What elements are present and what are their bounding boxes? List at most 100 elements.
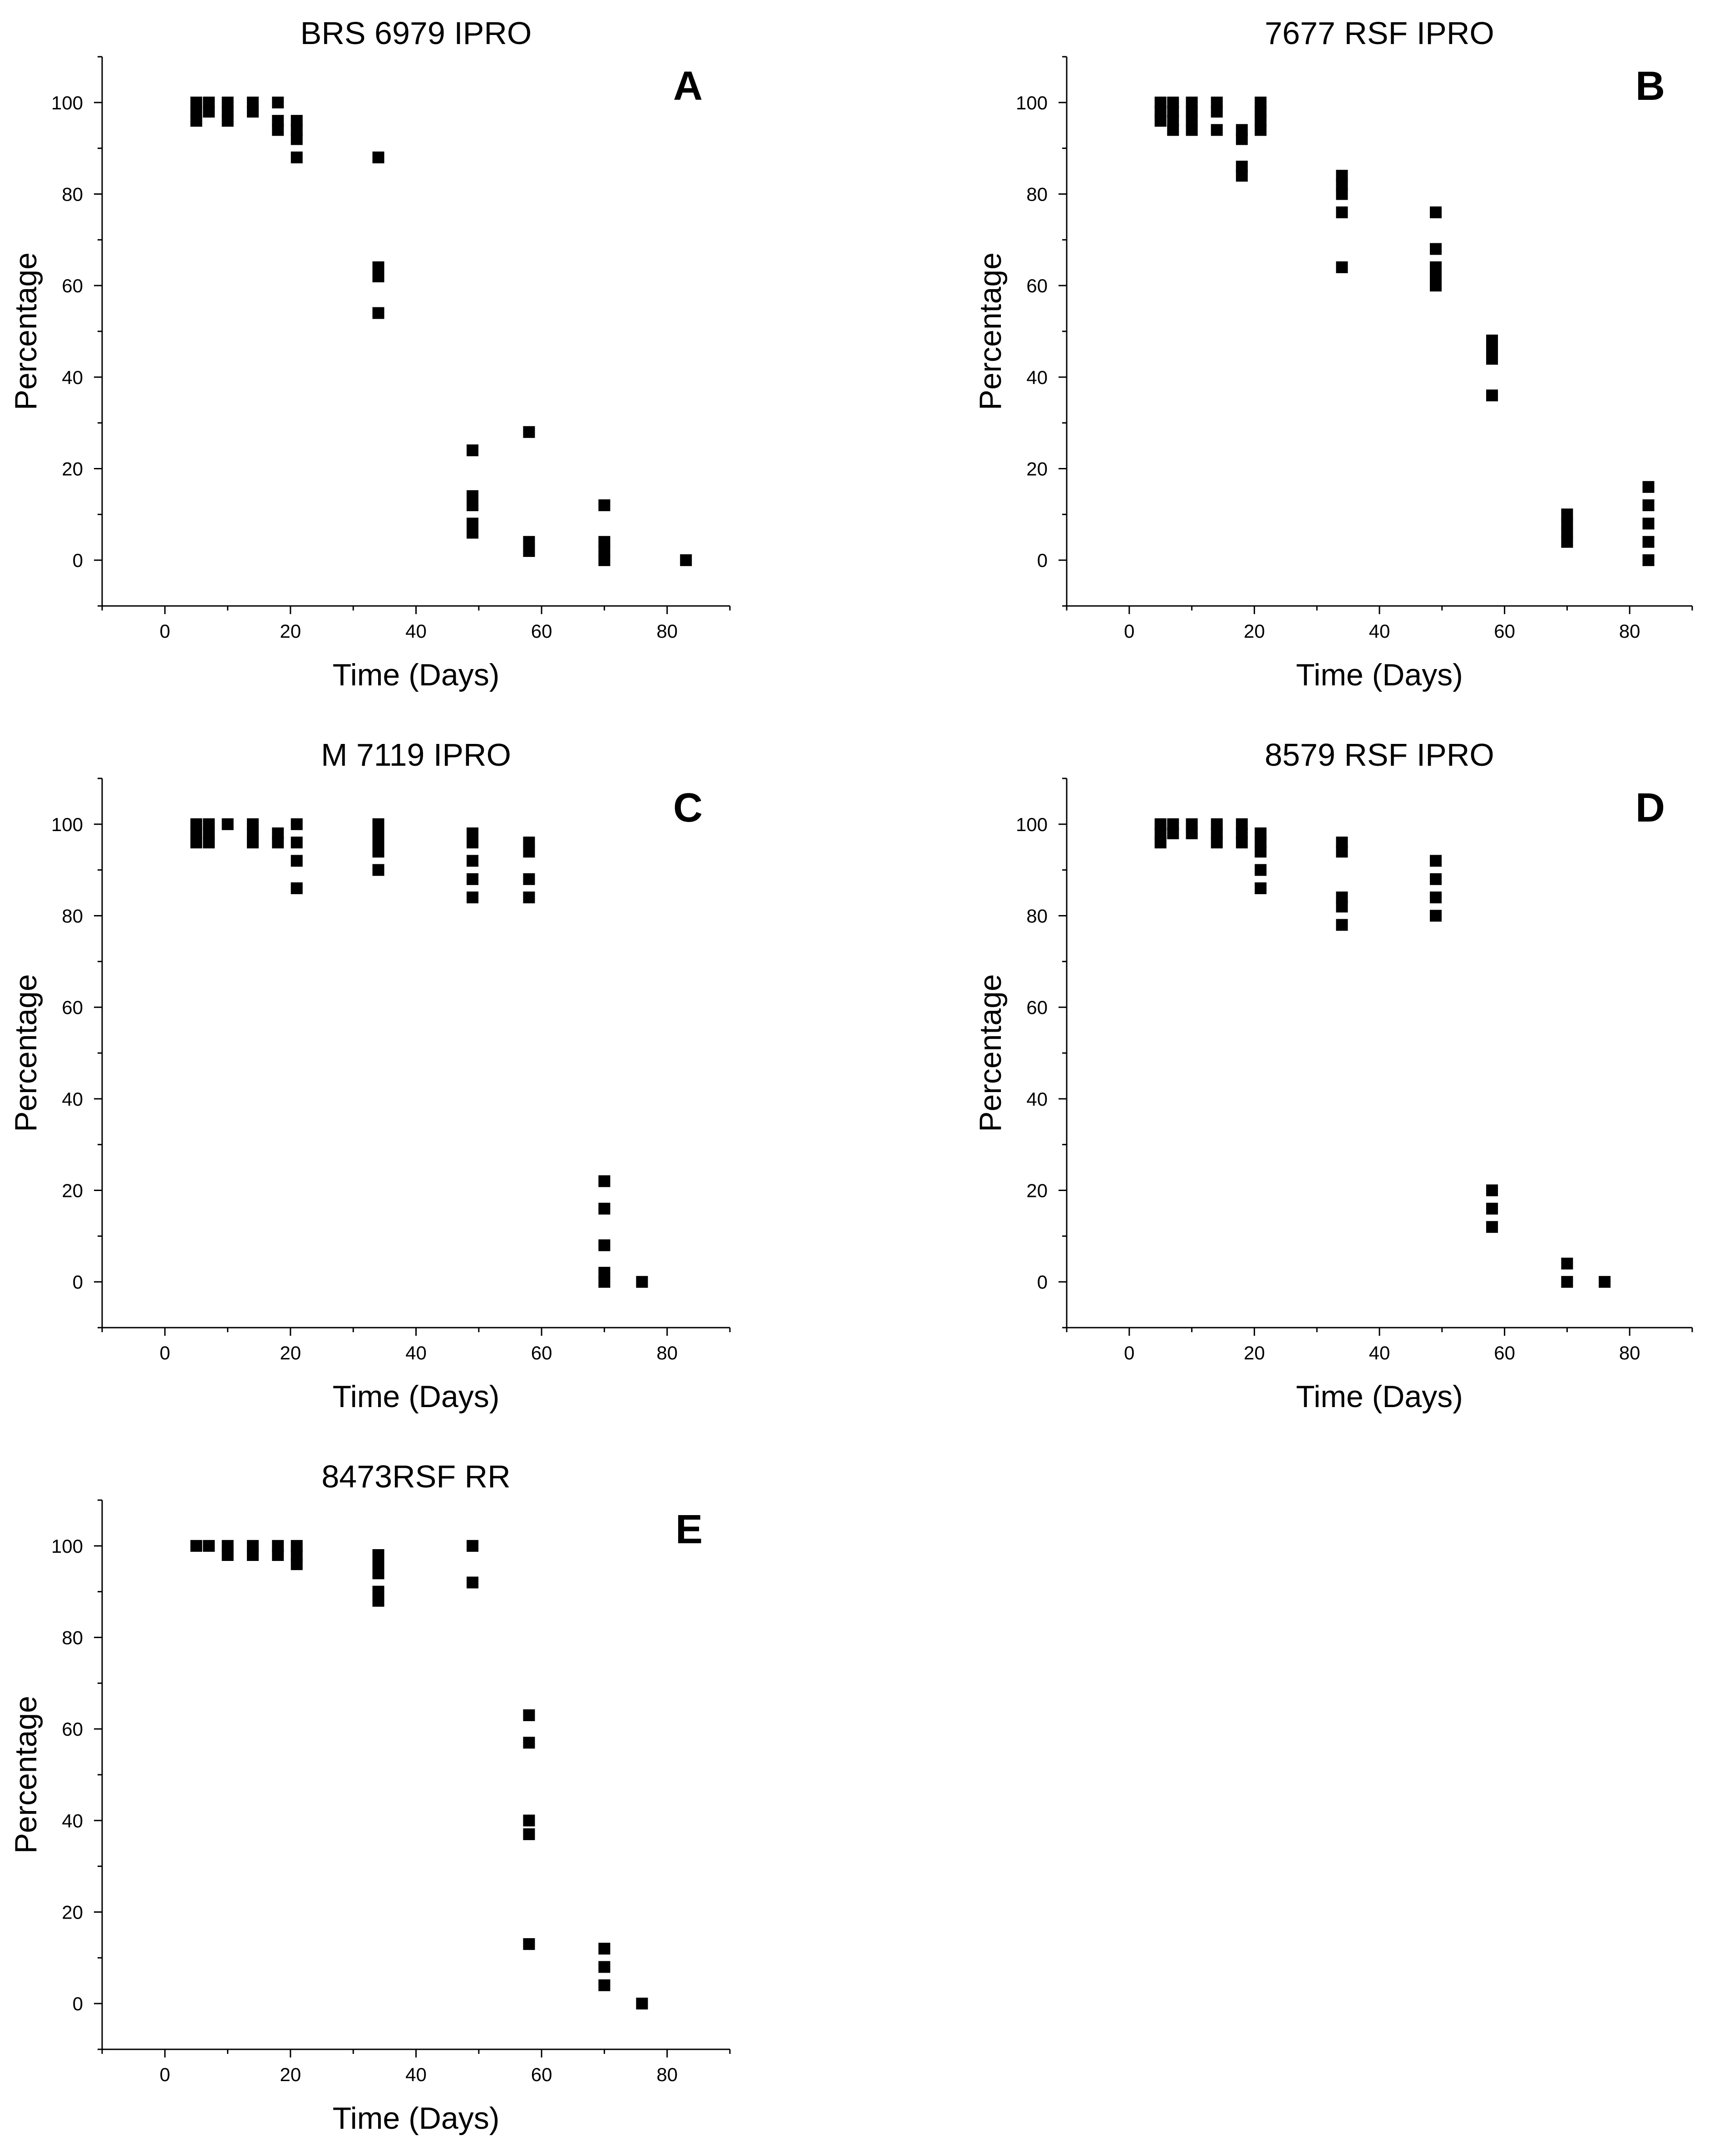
y-tick-label: 20 [62, 1902, 83, 1923]
data-point [1154, 115, 1167, 127]
data-point [466, 1576, 478, 1589]
y-tick-label: 100 [51, 92, 83, 113]
y-tick-label: 100 [1016, 92, 1048, 113]
x-tick-label: 40 [405, 620, 427, 642]
chart-title: 7677 RSF IPRO [1265, 15, 1494, 51]
x-tick-label: 60 [1494, 620, 1515, 642]
chart-panel-e: 0 20 40 60 80 100 0 20 40 60 80 8473RSF RR E Time (Da… [9, 1459, 731, 2136]
chart-panel-a: 0 20 40 60 80 100 0 20 40 60 80 BRS 6979 IPRO A Time … [9, 15, 731, 692]
data-point [1211, 837, 1223, 849]
y-tick-label: 80 [1026, 184, 1048, 205]
data-point [291, 855, 303, 867]
data-point [466, 1540, 478, 1552]
x-tick-label: 0 [160, 620, 170, 642]
data-point [272, 1549, 284, 1561]
x-tick-label: 40 [1369, 1342, 1390, 1363]
x-tick-label: 80 [1619, 1342, 1640, 1363]
x-tick-label: 40 [405, 1342, 427, 1363]
data-point [1642, 517, 1655, 530]
data-point [598, 1979, 611, 1991]
data-point [466, 527, 478, 539]
data-point [1336, 901, 1348, 913]
x-axis-label: Time (Days) [1296, 1379, 1463, 1414]
data-point [598, 554, 611, 566]
data-point [636, 1998, 648, 2010]
chart-panel-c: 0 20 40 60 80 100 0 20 40 60 80 M 7119 IPRO C Time (D… [9, 737, 731, 1414]
data-point [466, 499, 478, 512]
data-point [466, 444, 478, 457]
data-point [523, 426, 535, 438]
data-point [1642, 554, 1655, 566]
panel-letter: D [1635, 785, 1665, 831]
data-point [222, 1549, 234, 1561]
data-point [291, 818, 303, 830]
data-point [1430, 891, 1442, 904]
data-point [523, 545, 535, 557]
data-point [1486, 1184, 1498, 1196]
data-point [598, 1943, 611, 1955]
x-tick-label: 80 [656, 1342, 678, 1363]
data-point [598, 1239, 611, 1251]
data-point [246, 837, 259, 849]
data-point [372, 846, 384, 858]
y-tick-label: 40 [62, 367, 83, 388]
y-axis-label: Percentage [973, 974, 1008, 1132]
data-point [246, 1549, 259, 1561]
y-tick-label: 100 [51, 1536, 83, 1557]
data-point [272, 837, 284, 849]
data-point [222, 818, 234, 830]
y-tick-label: 80 [62, 906, 83, 927]
data-point [1642, 481, 1655, 493]
data-point [291, 882, 303, 894]
data-point [1211, 106, 1223, 118]
data-point [1336, 188, 1348, 200]
data-point [291, 133, 303, 145]
data-point [1336, 261, 1348, 273]
data-point [1642, 499, 1655, 512]
x-tick-label: 20 [280, 1342, 301, 1363]
data-point [1430, 280, 1442, 292]
data-point [1430, 243, 1442, 255]
data-point [372, 1567, 384, 1580]
x-tick-label: 20 [280, 620, 301, 642]
data-point [523, 1737, 535, 1749]
data-point [1561, 536, 1573, 548]
data-point [222, 115, 234, 127]
x-tick-label: 80 [656, 620, 678, 642]
data-point [1236, 837, 1248, 849]
data-point [466, 855, 478, 867]
data-point [523, 1938, 535, 1950]
chart-panel-b: 0 20 40 60 80 100 0 20 40 60 80 7677 RSF IPRO B Time … [973, 15, 1693, 692]
x-tick-label: 60 [531, 1342, 552, 1363]
data-point [1430, 206, 1442, 218]
y-tick-label: 100 [1016, 814, 1048, 835]
y-tick-label: 80 [62, 1627, 83, 1649]
data-point [1336, 919, 1348, 931]
x-axis-label: Time (Days) [1296, 658, 1463, 692]
x-tick-label: 40 [405, 2064, 427, 2085]
data-point [523, 1814, 535, 1826]
data-point [523, 846, 535, 858]
y-tick-label: 0 [73, 1993, 83, 2014]
data-point [1642, 536, 1655, 548]
chart-title: 8473RSF RR [321, 1459, 510, 1494]
data-point [1236, 133, 1248, 145]
x-tick-label: 0 [1124, 1342, 1134, 1363]
data-point [203, 1540, 215, 1552]
data-point [680, 554, 692, 566]
data-point [598, 1175, 611, 1187]
x-tick-label: 80 [656, 2064, 678, 2085]
x-tick-label: 20 [280, 2064, 301, 2085]
x-axis-label: Time (Days) [333, 1379, 500, 1414]
data-point [1430, 855, 1442, 867]
x-tick-label: 20 [1244, 1342, 1265, 1363]
panel-letter: B [1635, 64, 1665, 109]
data-point [1154, 837, 1167, 849]
data-point [272, 124, 284, 136]
data-point [1255, 124, 1267, 136]
y-tick-label: 0 [1037, 550, 1048, 571]
data-point [291, 1558, 303, 1570]
data-point [372, 271, 384, 282]
data-point [1486, 353, 1498, 365]
y-axis-label: Percentage [973, 252, 1008, 410]
